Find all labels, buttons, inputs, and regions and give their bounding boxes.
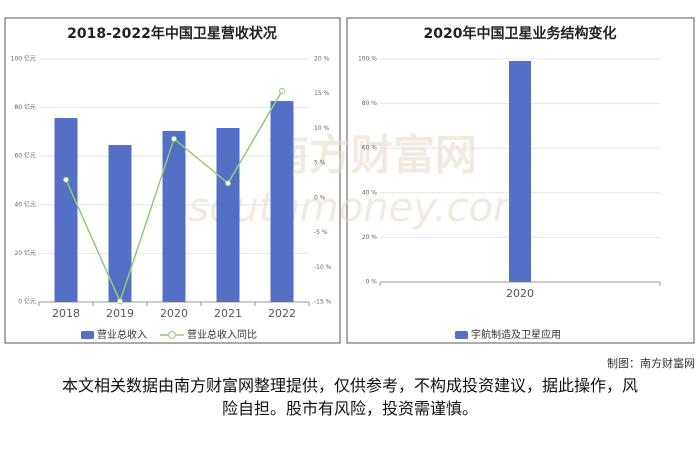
panel-frame <box>4 17 341 344</box>
legend-label: 营业总收入同比 <box>187 328 257 341</box>
watermark: southmoney.com <box>188 185 532 231</box>
y-tick-label: 100 % <box>358 56 377 63</box>
line-point <box>279 87 285 94</box>
y2-tick-label: 20 % <box>314 56 330 63</box>
x-tick-label: 2019 <box>106 307 134 320</box>
y2-tick-label: 10 % <box>314 125 330 132</box>
x-tick-label: 2022 <box>268 307 296 320</box>
bar <box>162 130 186 302</box>
credit: 制图：南方财富网 <box>607 356 695 370</box>
y2-tick-label: -10 % <box>314 264 332 271</box>
disclaimer: 本文相关数据由南方财富网整理提供，仅供参考，不构成投资建议，据此操作，风险自担。… <box>61 376 638 418</box>
y-tick-label: 40 % <box>362 189 378 196</box>
x-tick-label: 2018 <box>52 307 80 320</box>
watermark: 南方财富网 <box>267 131 477 180</box>
y2-tick-label: 15 % <box>314 90 330 97</box>
bar <box>108 145 132 302</box>
y2-tick-label: 5 % <box>314 160 326 167</box>
y-tick-label: 80 亿元 <box>14 103 36 111</box>
y-tick-label: 60 % <box>362 145 378 152</box>
x-tick-label: 2020 <box>160 307 188 320</box>
legend-label: 营业总收入 <box>97 328 147 341</box>
bar <box>54 118 78 302</box>
bar <box>216 128 240 302</box>
legend-marker <box>168 331 176 339</box>
bar <box>509 61 531 282</box>
y2-tick-label: -15 % <box>314 299 332 306</box>
line-point <box>63 176 69 183</box>
bar <box>270 101 294 302</box>
y-tick-label: 0 亿元 <box>18 298 36 306</box>
x-tick-label: 2021 <box>214 307 242 320</box>
y-tick-label: 20 % <box>362 234 378 241</box>
y-tick-label: 20 亿元 <box>14 249 36 257</box>
y-tick-label: 80 % <box>362 100 378 107</box>
chart-title: 2018-2022年中国卫星营收状况 <box>67 25 277 42</box>
y2-tick-label: 0 % <box>314 194 326 201</box>
line-point <box>117 298 123 305</box>
line-point <box>225 180 231 187</box>
legend-label: 宇航制造及卫星应用 <box>471 328 561 341</box>
y-tick-label: 40 亿元 <box>14 200 36 208</box>
legend-swatch <box>81 331 94 339</box>
y-tick-label: 100 亿元 <box>11 55 36 63</box>
chart-title: 2020年中国卫星业务结构变化 <box>424 25 617 42</box>
x-tick-label: 2020 <box>506 287 534 300</box>
y-tick-label: 60 亿元 <box>14 152 36 160</box>
line-point <box>171 135 177 142</box>
panel-frame <box>346 17 695 344</box>
legend-swatch <box>455 331 468 339</box>
y2-tick-label: -5 % <box>314 229 328 236</box>
y-tick-label: 0 % <box>366 279 378 286</box>
